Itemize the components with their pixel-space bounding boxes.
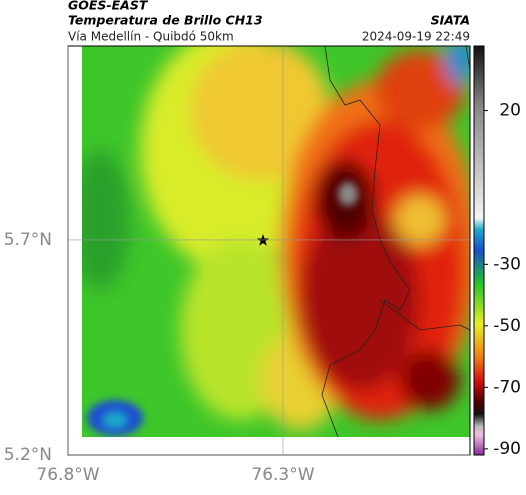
colorbar-tick-label: -50	[493, 316, 521, 336]
datetime: 2024-09-19 22:49	[362, 30, 470, 44]
y-tick-label: 5.2°N	[4, 445, 52, 465]
x-tick-label: 76.3°W	[251, 465, 314, 485]
source: GOES-EAST	[68, 0, 149, 13]
y-tick-label: 5.7°N	[4, 230, 52, 250]
subtitle: Vía Medellín - Quibdó 50km	[68, 30, 234, 44]
colorbar	[473, 45, 485, 456]
title: Temperatura de Brillo CH13	[68, 13, 263, 28]
colorbar-tick-label: -70	[493, 377, 521, 397]
colorbar-tick-label: 20	[499, 101, 521, 121]
org: SIATA	[431, 13, 470, 28]
satellite-image	[82, 46, 470, 437]
x-tick-label: 76.8°W	[36, 465, 99, 485]
colorbar-tick-label: -90	[493, 439, 521, 459]
colorbar-tick-label: -30	[493, 254, 521, 274]
